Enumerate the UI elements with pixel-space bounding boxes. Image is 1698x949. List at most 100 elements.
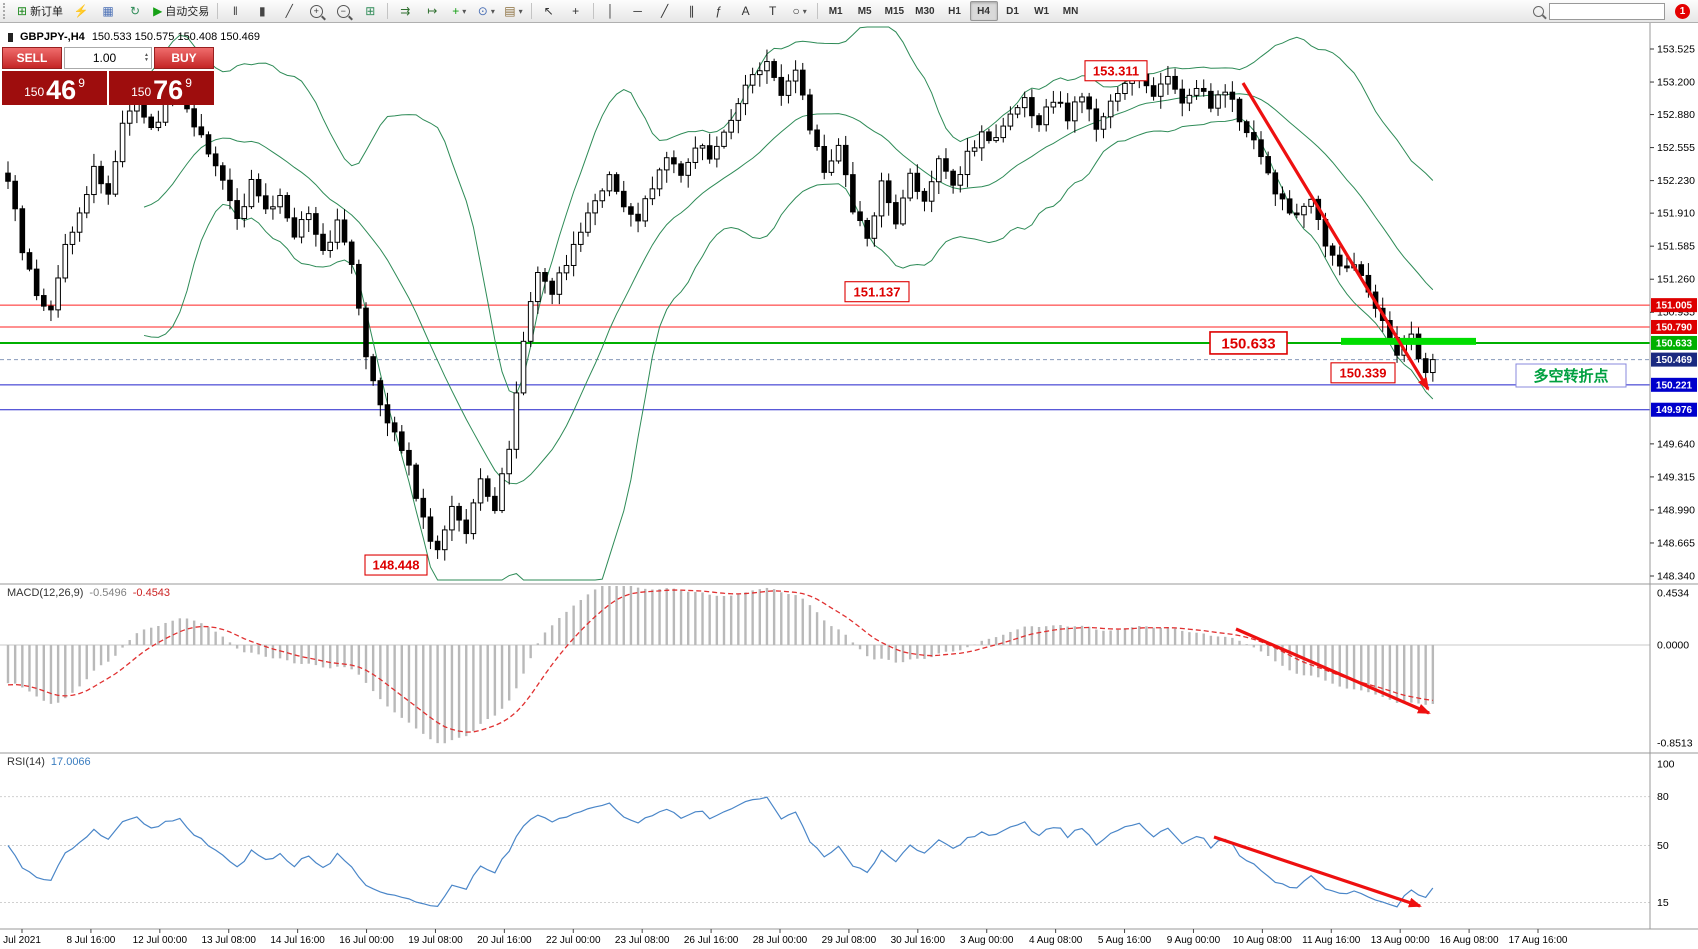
time-axis-label: 16 Aug 08:00 [1440, 935, 1499, 946]
search-input[interactable] [1549, 2, 1665, 20]
period-icon-dropdown-icon[interactable]: ▾ [490, 6, 495, 16]
vertical-line-icon-glyph: │ [606, 4, 615, 18]
timeframe-h4[interactable]: H4 [969, 1, 998, 21]
zoom-in-icon[interactable]: + [303, 1, 329, 21]
timeframe-m15[interactable]: M15 [884, 5, 905, 17]
sell-price-prefix: 150 [24, 85, 45, 99]
timeframe-w1[interactable]: W1 [1034, 5, 1050, 17]
period-icon[interactable]: ⊙ ▾ [473, 1, 499, 21]
chart-area[interactable]: 153.525 153.200 152.880 152.555 152.230 151.9… [0, 23, 1698, 949]
toolbar-search-area: 1 [1533, 2, 1695, 20]
axis-price-chip [1651, 335, 1697, 350]
time-axis-label: 11 Aug 16:00 [1302, 935, 1361, 946]
autotrading-button[interactable]: ▶ 自动交易 [149, 1, 213, 21]
label-icon-glyph: T [768, 4, 777, 18]
timeframe-m5[interactable]: M5 [857, 5, 872, 17]
price-tag-150.339[interactable]: 150.339 [1330, 362, 1396, 384]
lightning-icon[interactable]: ⚡ [68, 1, 94, 21]
line-chart-icon-glyph: ╱ [285, 4, 293, 18]
chart-window-icon[interactable]: ▦ [95, 1, 121, 21]
shapes-icon-dropdown-icon[interactable]: ▾ [802, 6, 807, 16]
timeframe-m30[interactable]: M30 [915, 5, 935, 17]
one-click-trading-panel: SELL ▲ ▼ BUY 150 46 9 150 [2, 47, 214, 105]
price-axis-tick: 153.200 [1657, 77, 1695, 89]
toolbar-separator [217, 3, 219, 19]
rsi-label: RSI(14) 17.0066 [7, 756, 91, 768]
cycle-icon[interactable]: ↻ [122, 1, 148, 21]
buy-price-display[interactable]: 150 76 9 [109, 71, 214, 105]
price-axis-tick: 153.525 [1657, 44, 1695, 56]
shapes-icon[interactable]: ○ ▾ [787, 1, 813, 21]
templates-icon-dropdown-icon[interactable]: ▾ [518, 6, 523, 16]
buy-button[interactable]: BUY [154, 47, 214, 69]
crosshair-icon-glyph: + [572, 4, 580, 18]
time-axis-label: 30 Jul 16:00 [891, 935, 946, 946]
price-tag-148.448[interactable]: 148.448 [364, 554, 428, 576]
chart-shift-icon[interactable]: ↦ [419, 1, 445, 21]
text-icon[interactable]: A [733, 1, 759, 21]
autotrading-button-glyph: ▶ [153, 4, 163, 18]
time-axis-label: 13 Jul 08:00 [201, 935, 256, 946]
timeframe-m1[interactable]: M1 [828, 5, 843, 17]
time-axis-label: 14 Jul 16:00 [270, 935, 325, 946]
trend-arrow-main[interactable] [1241, 82, 1430, 391]
time-axis-label: 5 Aug 16:00 [1098, 935, 1152, 946]
zoom-out-icon[interactable]: − [330, 1, 356, 21]
indicators-button[interactable]: + ▾ [446, 1, 472, 21]
bar-chart-icon[interactable]: ‖ [222, 1, 248, 21]
time-axis-label: 13 Aug 00:00 [1371, 935, 1430, 946]
fibonacci-icon[interactable]: ƒ [706, 1, 732, 21]
axis-price-chip [1651, 377, 1697, 392]
lot-increase-button[interactable]: ▲ [144, 52, 149, 58]
trend-arrow-rsi[interactable] [1213, 835, 1422, 908]
timeframe-d1[interactable]: D1 [1006, 5, 1019, 17]
price-tag-153.311[interactable]: 153.311 [1084, 60, 1148, 82]
macd-axis-tick: 0.0000 [1657, 640, 1689, 652]
chart-icon [8, 32, 13, 42]
templates-icon-glyph: ▤ [504, 4, 516, 18]
templates-icon[interactable]: ▤ ▾ [500, 1, 526, 21]
new-order-button-glyph: ⊞ [17, 4, 28, 18]
sell-price-big: 46 [46, 75, 77, 106]
time-axis-label: 23 Jul 08:00 [615, 935, 670, 946]
horizontal-line-icon[interactable]: ─ [625, 1, 651, 21]
lot-decrease-button[interactable]: ▼ [144, 57, 149, 63]
new-order-button[interactable]: ⊞ 新订单 [13, 1, 67, 21]
trendline-icon-glyph: ╱ [661, 4, 669, 18]
time-axis-label: 26 Jul 16:00 [684, 935, 739, 946]
time-axis-label: Jul 2021 [3, 935, 41, 946]
cursor-icon[interactable]: ↖ [536, 1, 562, 21]
sell-price-display[interactable]: 150 46 9 [2, 71, 107, 105]
line-chart-icon[interactable]: ╱ [276, 1, 302, 21]
macd-histogram [6, 586, 1435, 744]
timeframe-mn[interactable]: MN [1062, 5, 1079, 17]
timeframe-h1[interactable]: H1 [948, 5, 961, 17]
note-bull-bear-turning-point[interactable]: 多空转折点 [1515, 363, 1627, 388]
lot-size-input[interactable] [65, 50, 145, 66]
fibonacci-icon-glyph: ƒ [715, 4, 722, 18]
indicators-button-dropdown-icon[interactable]: ▾ [462, 6, 467, 16]
time-axis-label: 4 Aug 08:00 [1029, 935, 1083, 946]
horizontal-levels[interactable] [0, 304, 1650, 411]
price-tag-150.633[interactable]: 150.633 [1209, 331, 1288, 355]
price-chart-svg[interactable]: 153.525 153.200 152.880 152.555 152.230 151.9… [0, 23, 1698, 949]
tile-windows-icon[interactable]: ⊞ [357, 1, 383, 21]
horizontal-line-icon-glyph: ─ [633, 4, 642, 18]
candlestick-chart-icon[interactable]: ▮ [249, 1, 275, 21]
channel-icon[interactable]: ∥ [679, 1, 705, 21]
crosshair-icon[interactable]: + [563, 1, 589, 21]
sell-button[interactable]: SELL [2, 47, 62, 69]
trend-arrow-macd[interactable] [1235, 627, 1431, 715]
label-icon[interactable]: T [760, 1, 786, 21]
chart-shift-icon-glyph: ↦ [427, 4, 438, 18]
vertical-line-icon[interactable]: │ [598, 1, 624, 21]
cycle-icon-glyph: ↻ [130, 4, 141, 18]
auto-scroll-icon[interactable]: ⇉ [392, 1, 418, 21]
notification-badge[interactable]: 1 [1675, 3, 1690, 19]
price-tag-151.137[interactable]: 151.137 [844, 281, 910, 303]
toolbar: ⊞ 新订单 ⚡ ▦ ↻ ▶ 自动交易 ‖ ▮ ╱ + − ⊞ ⇉ ↦ + ▾ ⊙ ▾ ▤ ▾ ↖ + │ ─ ╱ ∥ ƒ A T ○ ▾ M1 M… [0, 0, 1698, 23]
search-icon [1533, 5, 1544, 17]
time-axis-label: 16 Jul 00:00 [339, 935, 394, 946]
trendline-icon[interactable]: ╱ [652, 1, 678, 21]
price-axis[interactable]: 153.525 153.200 152.880 152.555 152.230 151.9… [1650, 44, 1697, 583]
